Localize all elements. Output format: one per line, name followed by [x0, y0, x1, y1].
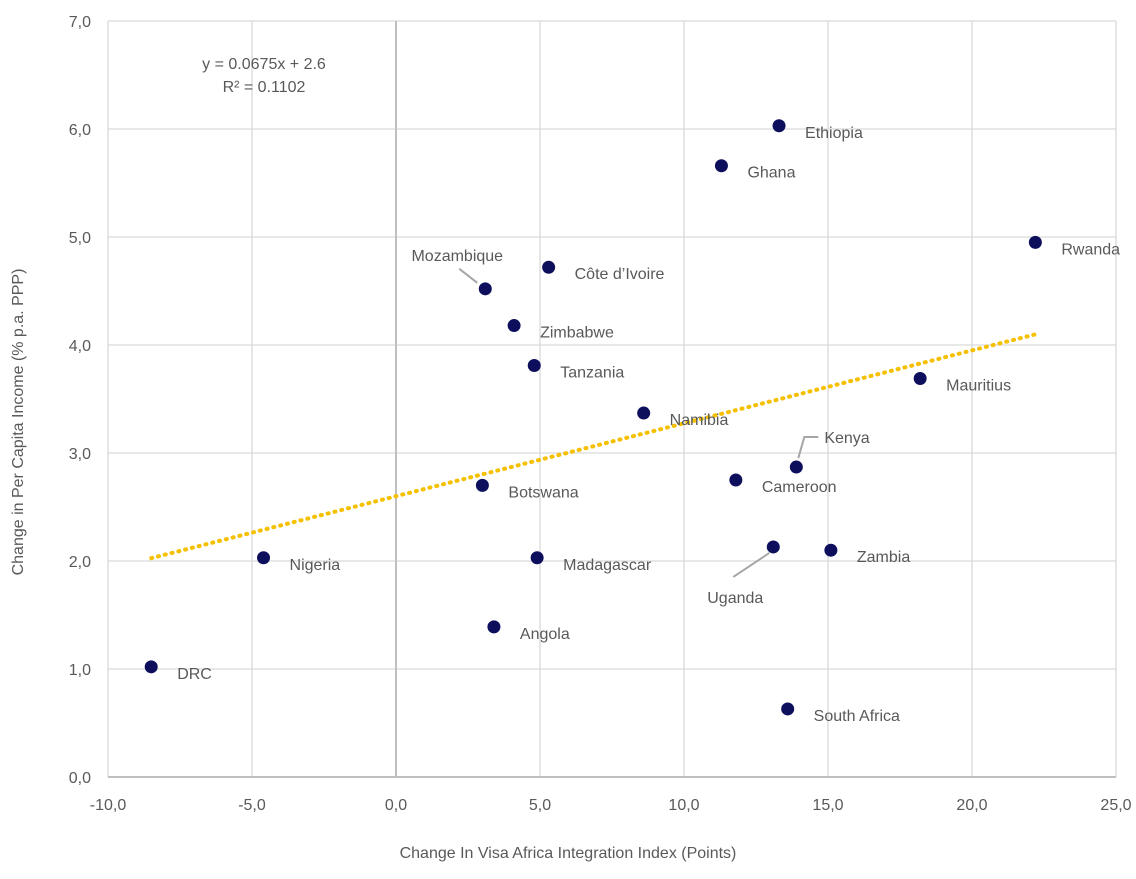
point-label-tanzania: Tanzania — [560, 365, 624, 382]
y-tick-label: 6,0 — [69, 122, 91, 139]
x-tick-label: 10,0 — [668, 797, 699, 814]
x-tick-label: 25,0 — [1100, 797, 1131, 814]
x-tick-label: 15,0 — [812, 797, 843, 814]
point-label-ghana: Ghana — [747, 165, 795, 182]
point-labels: Ethiopia Ghana Rwanda Côte d’Ivoire Mozambiq… — [177, 125, 1120, 725]
data-point-madagascar — [530, 551, 544, 565]
y-tick-label: 2,0 — [69, 554, 91, 571]
leader-line-kenya — [797, 436, 819, 459]
data-point-angola — [487, 620, 501, 634]
data-points — [144, 119, 1042, 716]
leader-line-uganda — [732, 552, 770, 578]
data-point-c-te-d-ivoire — [542, 260, 556, 274]
point-label-namibia: Namibia — [670, 412, 729, 429]
y-tick-label: 0,0 — [69, 770, 91, 787]
data-point-cameroon — [729, 473, 743, 487]
data-point-ethiopia — [772, 119, 786, 133]
gridlines — [107, 20, 1117, 777]
leader-line-mozambique — [458, 268, 478, 284]
point-label-madagascar: Madagascar — [563, 557, 652, 574]
data-point-south-africa — [781, 702, 795, 716]
y-tick-label: 3,0 — [69, 446, 91, 463]
linear-trendline — [149, 332, 1038, 561]
point-label-mozambique: Mozambique — [411, 248, 503, 265]
point-label-nigeria: Nigeria — [290, 557, 341, 574]
data-point-botswana — [475, 478, 489, 492]
x-tick-label: -5,0 — [238, 797, 266, 814]
data-point-rwanda — [1028, 235, 1042, 249]
point-label-south-africa: South Africa — [814, 708, 900, 725]
x-axis-title: Change In Visa Africa Integration Index … — [400, 845, 737, 862]
point-label-angola: Angola — [520, 626, 570, 643]
point-label-kenya: Kenya — [824, 430, 869, 447]
chart-text: y = 0.0675x + 2.6 R² = 0.1102 Change In … — [10, 56, 736, 862]
point-label-ethiopia: Ethiopia — [805, 125, 863, 142]
point-label-uganda: Uganda — [707, 590, 763, 607]
point-label-botswana: Botswana — [508, 484, 578, 501]
trendline-equation: y = 0.0675x + 2.6 — [202, 56, 326, 73]
data-point-tanzania — [527, 359, 541, 373]
data-point-mauritius — [913, 371, 927, 385]
point-label-mauritius: Mauritius — [946, 377, 1011, 394]
trendline-r-squared: R² = 0.1102 — [223, 79, 306, 96]
axes: 0,0 1,0 2,0 3,0 4,0 5,0 6,0 7,0 -10,0 -5,0 0,0 5,0 1… — [69, 14, 1132, 814]
data-point-ghana — [714, 159, 728, 173]
data-point-zimbabwe — [507, 319, 521, 333]
point-label-cameroon: Cameroon — [762, 479, 837, 496]
point-label-drc: DRC — [177, 666, 212, 683]
x-tick-label: -10,0 — [90, 797, 127, 814]
x-tick-label: 5,0 — [529, 797, 551, 814]
x-tick-label: 20,0 — [956, 797, 987, 814]
y-tick-label: 1,0 — [69, 662, 91, 679]
point-label-zambia: Zambia — [857, 549, 910, 566]
point-label-c-te-d-ivoire: Côte d’Ivoire — [575, 266, 665, 283]
y-tick-label: 7,0 — [69, 14, 91, 31]
data-point-nigeria — [257, 551, 271, 565]
data-point-kenya — [789, 460, 803, 474]
point-label-rwanda: Rwanda — [1061, 241, 1120, 258]
y-tick-label: 4,0 — [69, 338, 91, 355]
data-point-drc — [144, 660, 158, 674]
trendline-layer — [149, 332, 1038, 561]
y-tick-label: 5,0 — [69, 230, 91, 247]
data-point-mozambique — [478, 282, 492, 296]
data-point-uganda — [766, 540, 780, 554]
y-axis-title: Change in Per Capita Income (% p.a. PPP) — [10, 269, 27, 576]
point-label-zimbabwe: Zimbabwe — [540, 325, 614, 342]
data-point-namibia — [637, 406, 651, 420]
data-point-zambia — [824, 543, 838, 557]
x-tick-label: 0,0 — [385, 797, 407, 814]
